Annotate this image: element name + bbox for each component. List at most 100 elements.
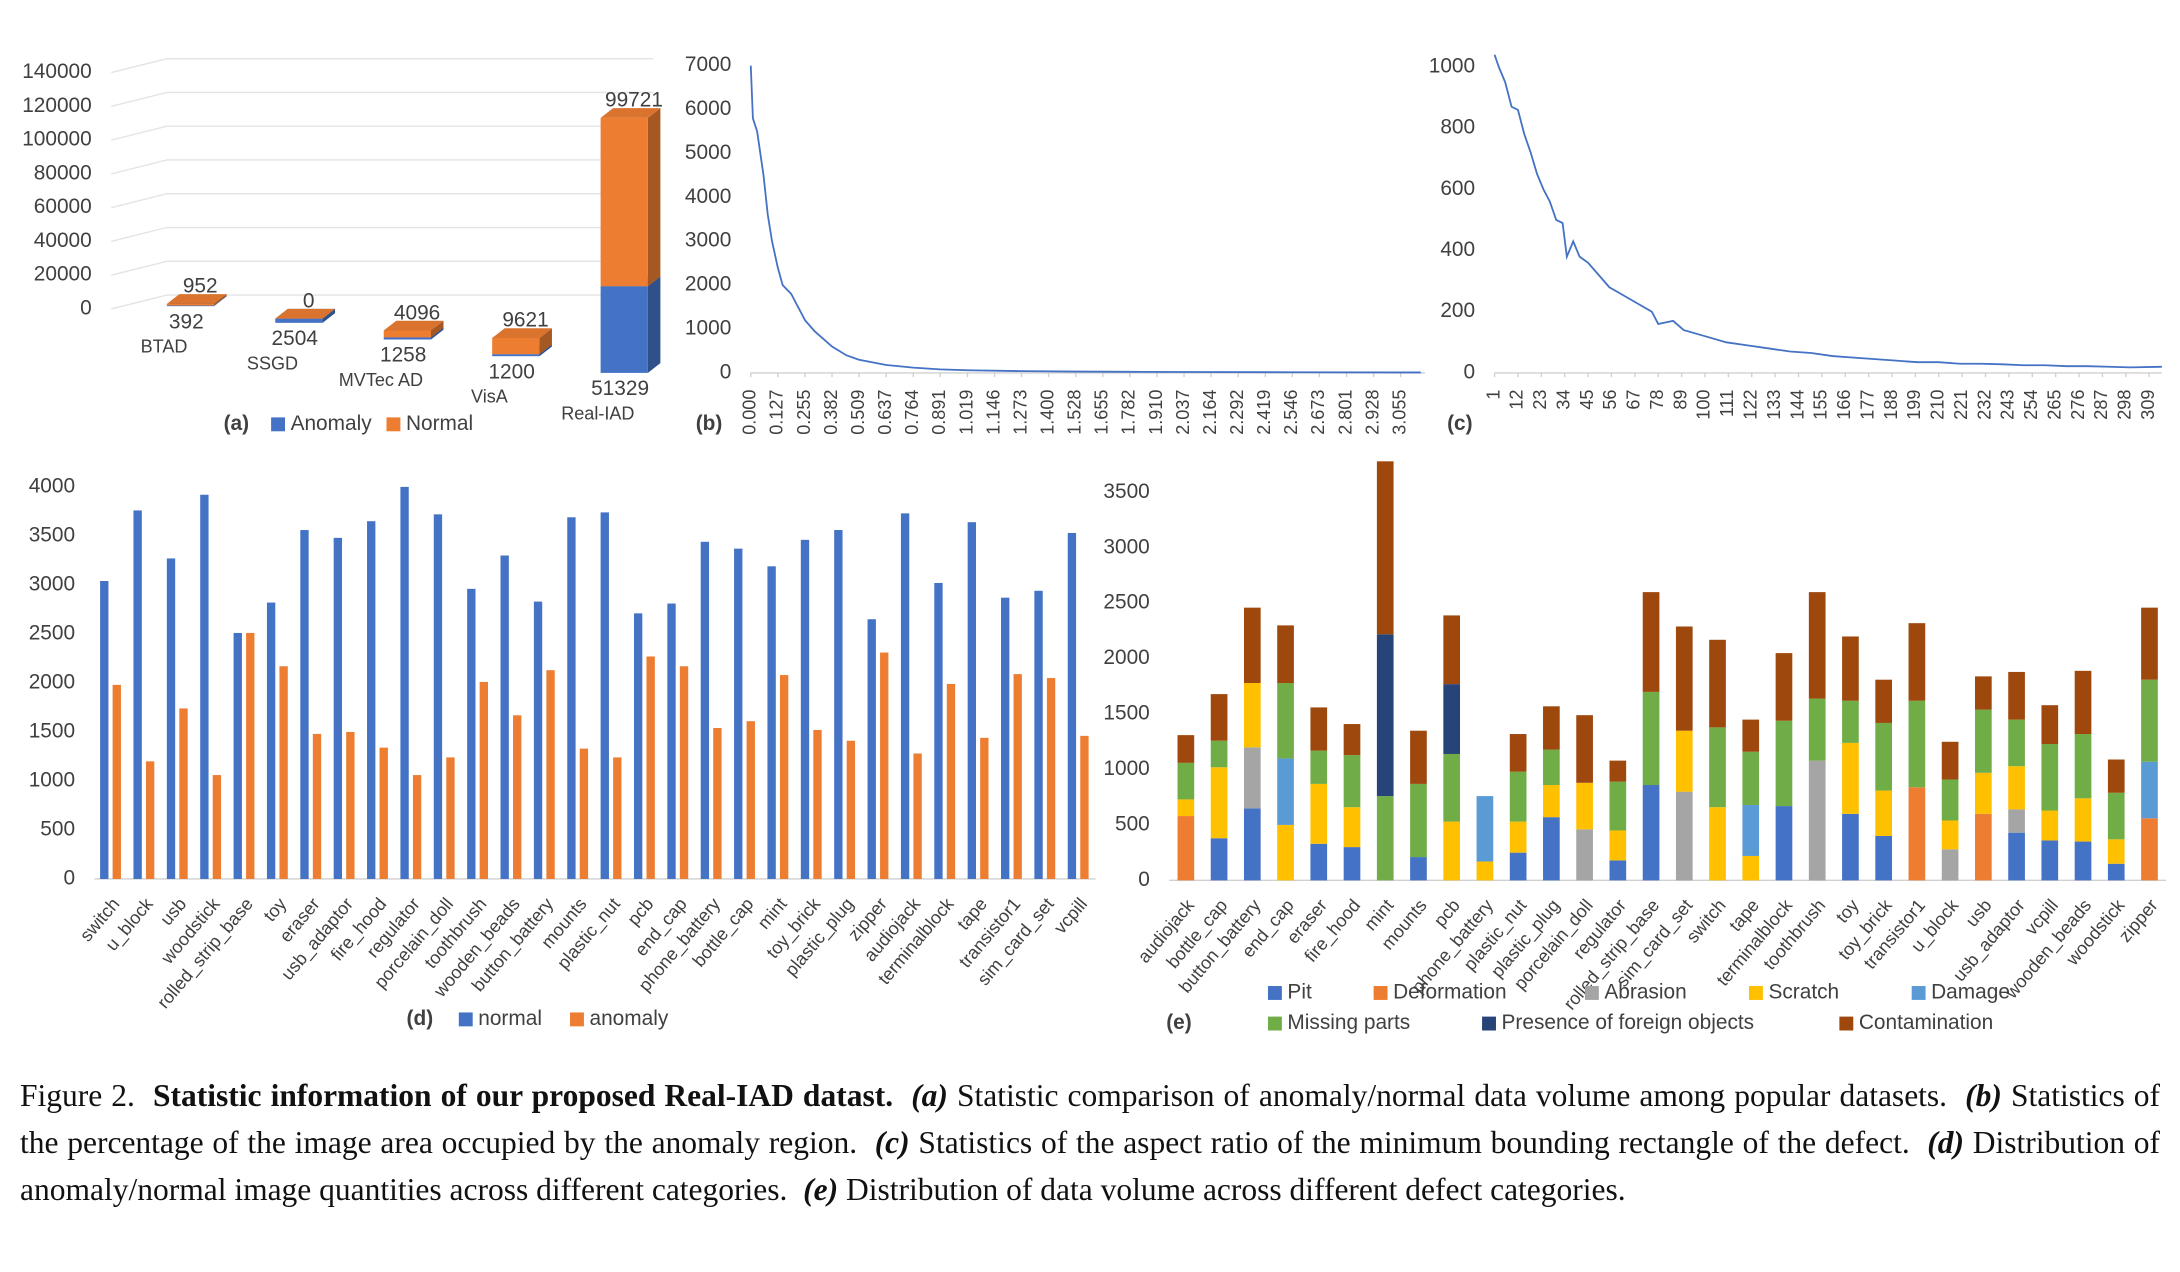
bar-segment — [2107, 863, 2125, 881]
caption-label: Figure 2. — [20, 1078, 135, 1113]
x-tick-label: 1.019 — [956, 390, 976, 435]
bar-segment — [1243, 683, 1261, 748]
bar — [746, 721, 755, 879]
legend-swatch — [1373, 986, 1388, 1000]
legend-swatch — [1584, 986, 1599, 1000]
bar — [446, 757, 455, 879]
bar — [467, 588, 476, 879]
bar-segment — [1576, 715, 1593, 783]
line — [1493, 54, 2162, 369]
panel-label: (a) — [224, 412, 249, 435]
x-tick-label: 45 — [1577, 390, 1597, 410]
x-tick-label: Real-IAD — [561, 403, 634, 423]
y-tick-label: 1000 — [29, 768, 75, 791]
bar — [1080, 735, 1089, 879]
bar-segment — [1908, 787, 1926, 881]
bar — [513, 715, 522, 879]
bar — [633, 613, 643, 879]
bar — [1034, 590, 1043, 879]
bar — [212, 775, 222, 879]
bar-segment — [1443, 753, 1461, 822]
panel-label: (b) — [696, 412, 723, 435]
bar-segment — [1509, 771, 1527, 822]
legend-swatch — [1267, 1016, 1282, 1031]
y-tick-label: 600 — [1440, 177, 1475, 200]
bar-segment — [1875, 790, 1892, 837]
bar — [679, 666, 689, 879]
bar — [713, 728, 722, 879]
bar-segment — [1941, 849, 1959, 881]
y-tick-label: 500 — [40, 817, 75, 840]
bar — [1067, 532, 1077, 879]
bar — [779, 675, 789, 879]
bar-segment — [1775, 720, 1793, 807]
bar-segment — [1576, 829, 1593, 881]
bar-segment — [1941, 820, 1959, 850]
bar-segment — [1410, 783, 1427, 858]
bar-segment — [1376, 461, 1394, 635]
x-tick-label: 155 — [1811, 390, 1831, 420]
bar — [1001, 597, 1010, 879]
bar — [600, 286, 648, 373]
figure: 0200004000060000800001000001200001400003… — [22, 53, 2167, 1034]
bar-segment — [1410, 730, 1427, 784]
bar-segment — [2008, 832, 2025, 881]
bar-segment — [2008, 809, 2025, 833]
bar-segment — [1376, 796, 1394, 881]
bar — [967, 522, 976, 879]
caption-text: Statistics of the aspect ratio of the mi… — [918, 1125, 1910, 1160]
x-tick-label: 89 — [1670, 390, 1690, 410]
bar-top — [275, 308, 336, 319]
x-tick-label: 2.037 — [1173, 390, 1193, 435]
bar-segment — [1543, 749, 1560, 786]
bar — [166, 305, 215, 307]
x-tick-label: 287 — [2091, 390, 2111, 420]
x-tick-label: 1.400 — [1037, 390, 1057, 435]
bar-segment — [1210, 740, 1228, 768]
y-tick-label: 2000 — [1103, 646, 1149, 669]
x-tick-label: 1.655 — [1092, 390, 1112, 435]
bar-segment — [1509, 734, 1527, 772]
bar — [400, 486, 409, 879]
bar-segment — [1842, 742, 1859, 814]
x-tick-label: 133 — [1764, 390, 1784, 420]
bar-segment — [1709, 807, 1726, 881]
bar-segment — [2074, 734, 2092, 799]
bar-segment — [1277, 824, 1294, 881]
x-tick-label: 0.891 — [929, 390, 949, 435]
bar-segment — [1974, 676, 1992, 710]
line — [749, 65, 1421, 374]
bar-side — [539, 328, 552, 355]
bar — [533, 601, 543, 879]
bar-segment — [1842, 636, 1859, 701]
bar — [734, 548, 743, 879]
bar — [492, 354, 540, 357]
legend-swatch — [458, 1012, 473, 1027]
y-tick-label: 0 — [1464, 360, 1476, 383]
x-tick-label: 111 — [1717, 390, 1737, 417]
y-tick-label: 3000 — [29, 572, 75, 595]
bar — [646, 656, 655, 879]
legend-swatch — [1482, 1016, 1496, 1031]
bar-segment — [1343, 755, 1361, 808]
bar — [145, 761, 155, 879]
bar-segment — [1742, 804, 1760, 856]
bar — [867, 619, 876, 879]
bar-segment — [2141, 607, 2158, 680]
bar-segment — [1243, 808, 1261, 881]
bar-side — [647, 108, 661, 287]
y-tick-label: 80000 — [34, 161, 92, 184]
bar — [834, 530, 843, 879]
bar-segment — [1875, 679, 1892, 723]
caption-title: Statistic information of our proposed Re… — [153, 1078, 894, 1113]
bar-segment — [1177, 762, 1195, 800]
bar-segment — [1277, 683, 1294, 759]
bar-segment — [1210, 694, 1228, 741]
grid-line — [111, 226, 654, 243]
y-tick-label: 7000 — [685, 53, 731, 76]
bar — [913, 753, 922, 879]
bar — [800, 539, 810, 879]
x-tick-label: 0.127 — [767, 390, 787, 435]
value-label: 4096 — [394, 301, 440, 324]
